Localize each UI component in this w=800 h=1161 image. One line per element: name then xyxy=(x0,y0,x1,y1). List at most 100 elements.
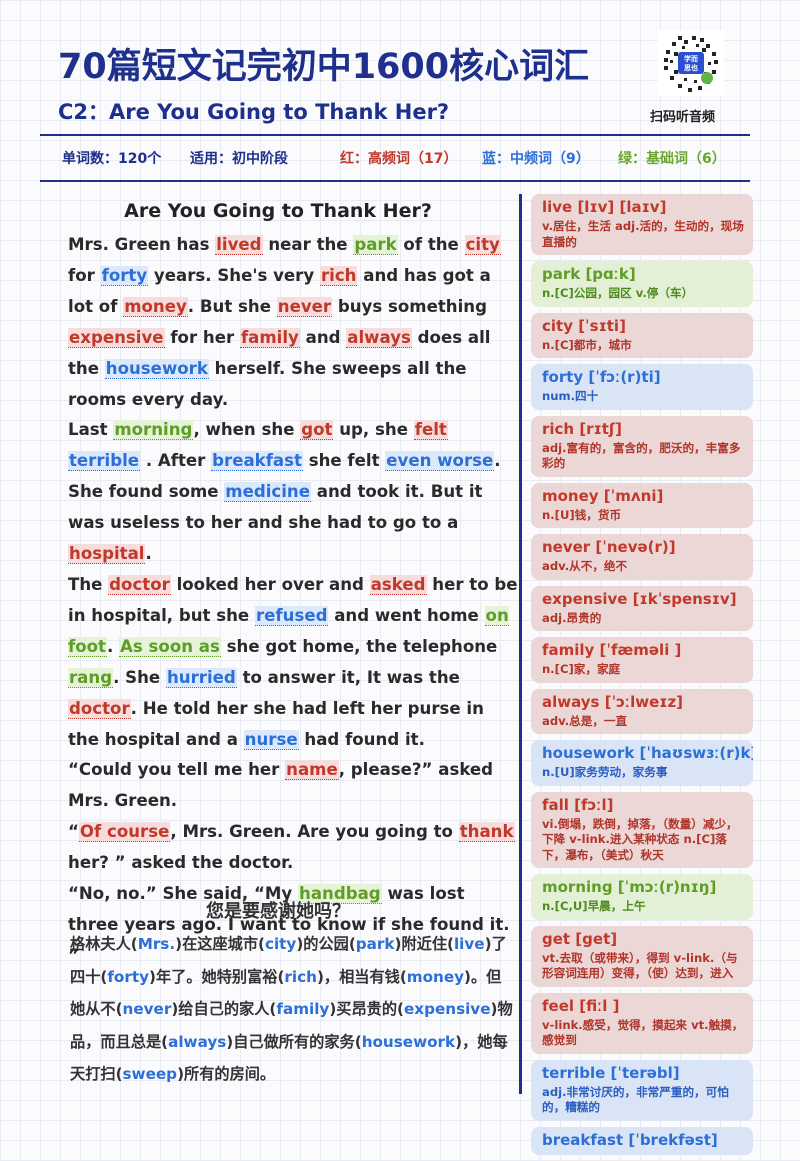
highlighted-word[interactable]: handbag xyxy=(298,884,382,905)
translation-text: 格林夫人(Mrs.)在这座城市(city)的公园(park)附近住(live)了… xyxy=(52,928,514,1091)
story-text: Mrs. Green has lived near the park of th… xyxy=(48,230,518,972)
highlighted-word[interactable]: Of course xyxy=(78,822,171,843)
vocab-word: morning [ˈmɔː(r)nɪŋ] xyxy=(542,878,717,896)
highlighted-word[interactable]: doctor xyxy=(108,574,171,595)
translation-run: )在这座城市( xyxy=(175,935,265,953)
vocab-card[interactable]: expensive [ɪkˈspensɪv] adj.昂贵的 xyxy=(531,585,753,631)
vocab-card[interactable]: money [ˈmʌni] n.[U]钱，货币 xyxy=(531,482,753,528)
vocab-card[interactable]: morning [ˈmɔː(r)nɪŋ] n.[C,U]早晨，上午 xyxy=(531,874,753,920)
story-text-run: “ xyxy=(68,822,79,842)
highlighted-word[interactable]: morning xyxy=(113,420,194,441)
qr-caption: 扫码听音频 xyxy=(650,110,716,125)
translation-run: )自己做所有的家务( xyxy=(226,1032,362,1051)
lesson-subtitle: C2：Are You Going to Thank Her? xyxy=(58,100,450,124)
vocab-card[interactable]: terrible [ˈterəbl] adj.非常讨厌的，非常严重的，可怕的，糟糕… xyxy=(531,1059,753,1121)
vocab-definition: n.[C]公园，园区 v.停（车） xyxy=(542,286,694,300)
story-paragraph: “Could you tell me her name, please?” as… xyxy=(48,755,518,817)
highlighted-word[interactable]: park xyxy=(353,235,398,255)
highlighted-word[interactable]: got xyxy=(300,420,334,441)
vocab-card[interactable]: always [ˈɔːlweɪz] adv.总是，一直 xyxy=(531,688,753,734)
highlighted-word[interactable]: felt xyxy=(413,420,448,441)
story-text-run: . xyxy=(106,636,120,656)
story-paragraph: The doctor looked her over and asked her… xyxy=(48,570,518,755)
highlighted-word[interactable]: asked xyxy=(369,574,427,595)
translation-run: )的公园( xyxy=(296,935,356,953)
legend-blue: 蓝：中频词（9） xyxy=(482,151,590,167)
vocab-card[interactable]: park [pɑːk] n.[C]公园，园区 v.停（车） xyxy=(531,261,753,307)
highlighted-word[interactable]: lived xyxy=(215,235,263,255)
highlighted-word[interactable]: refused xyxy=(254,605,329,626)
highlighted-word[interactable]: As soon as xyxy=(119,636,221,657)
page-title: 70篇短文记完初中1600核心词汇 xyxy=(58,47,590,87)
vocab-word: live [lɪv] [laɪv] xyxy=(542,198,667,216)
english-gloss: rich xyxy=(284,967,317,986)
highlighted-word[interactable]: terrible xyxy=(68,451,141,472)
qr-code-icon[interactable]: 学而 思也 xyxy=(658,30,724,96)
vocab-card[interactable]: city [ˈsɪti] n.[C]都市，城市 xyxy=(531,312,753,358)
story-text-run: years. She's very xyxy=(148,265,320,285)
vocab-card[interactable]: live [lɪv] [laɪv] v.居住，生活 adj.活的，生动的，现场直播… xyxy=(531,194,753,255)
story-title: Are You Going to Thank Her? xyxy=(124,200,432,222)
vocab-definition: v.居住，生活 adj.活的，生动的，现场直播的 xyxy=(542,219,744,249)
english-gloss: housework xyxy=(361,1032,456,1051)
vocab-word: get [get] xyxy=(542,929,618,948)
highlighted-word[interactable]: thank xyxy=(458,822,515,843)
english-gloss: live xyxy=(453,935,485,953)
vocab-card[interactable]: family [ˈfæməli ] n.[C]家，家庭 xyxy=(531,637,753,683)
highlighted-word[interactable]: forty xyxy=(100,265,149,286)
story-text-run: , please?” asked Mrs. Green. xyxy=(68,760,494,811)
story-text-run: Last xyxy=(68,420,114,440)
highlighted-word[interactable]: money xyxy=(123,296,188,317)
highlighted-word[interactable]: never xyxy=(276,296,333,317)
vocab-definition: v-link.感受，觉得，摸起来 vt.触摸，感觉到 xyxy=(542,1017,744,1048)
highlighted-word[interactable]: expensive xyxy=(68,327,165,348)
translation-run: )。但她从不( xyxy=(70,967,502,1019)
translation-run: 格林夫人( xyxy=(70,935,138,953)
story-text-run: she got home, the telephone xyxy=(220,636,498,656)
story-text-run: her to be in hospital, but she xyxy=(68,574,518,625)
english-gloss: park xyxy=(355,935,395,953)
highlighted-word[interactable]: hurried xyxy=(165,667,237,688)
highlighted-word[interactable]: rang xyxy=(68,667,114,688)
highlighted-word[interactable]: always xyxy=(346,327,412,348)
translation-run: )给自己的家人( xyxy=(171,1000,277,1019)
story-text-run: to answer it, It was the xyxy=(236,667,460,687)
vocab-definition: n.[C]家，家庭 xyxy=(542,662,621,676)
story-text-run: of the xyxy=(397,235,465,254)
english-gloss: money xyxy=(406,967,465,986)
vocab-card[interactable]: never [ˈnevə(r)] adv.从不，绝不 xyxy=(531,534,753,580)
highlighted-word[interactable]: name xyxy=(285,760,339,781)
vocab-definition: adv.从不，绝不 xyxy=(542,559,628,573)
story-text-run: . He told her she had left her purse in … xyxy=(68,698,484,749)
highlighted-word[interactable]: nurse xyxy=(243,729,299,750)
highlighted-word[interactable]: even worse xyxy=(385,451,495,472)
story-text-run: for her xyxy=(164,327,240,347)
vocab-word: forty [ˈfɔː(r)ti] xyxy=(542,368,661,386)
vocab-card[interactable]: get [get] vt.去取（或带来），得到 v-link.（与形容词连用）变得… xyxy=(531,925,753,987)
vocab-word: money [ˈmʌni] xyxy=(542,486,664,505)
highlighted-word[interactable]: doctor xyxy=(68,698,131,719)
highlighted-word[interactable]: hospital xyxy=(68,544,146,565)
word-count: 单词数：120个 xyxy=(62,151,162,167)
vocab-card[interactable]: forty [ˈfɔː(r)ti] num.四十 xyxy=(531,364,753,410)
vocab-card[interactable]: housework [ˈhaʊswɜː(r)k] n.[U]家务劳动，家务事 xyxy=(531,740,753,786)
english-gloss: sweep xyxy=(122,1065,178,1084)
translation-run: )物品，而且总是( xyxy=(70,1000,513,1051)
highlighted-word[interactable]: rich xyxy=(319,265,358,286)
translation-run: )，相当有钱( xyxy=(316,967,407,986)
story-text-run: looked her over and xyxy=(170,574,370,594)
vocab-card[interactable]: rich [rɪtʃ] adj.富有的，富含的，肥沃的，丰富多彩的 xyxy=(531,415,753,477)
story-text-run: was lost three years ago. I want to know… xyxy=(68,884,510,965)
vocab-card[interactable]: feel [fiːl ] v-link.感受，觉得，摸起来 vt.触摸，感觉到 xyxy=(531,992,753,1054)
highlighted-word[interactable]: breakfast xyxy=(211,451,303,472)
highlighted-word[interactable]: family xyxy=(239,327,300,348)
vocab-card[interactable]: breakfast [ˈbrekfəst] xyxy=(531,1126,753,1155)
highlighted-word[interactable]: medicine xyxy=(224,482,311,503)
vocab-card[interactable]: fall [fɔːl] vi.倒塌，跌倒，掉落，（数量）减少，下降 v-link.… xyxy=(531,791,753,868)
story-text-run: near the xyxy=(262,235,354,254)
highlighted-word[interactable]: city xyxy=(464,235,501,255)
english-gloss: family xyxy=(276,1000,330,1019)
story-text-run: and went home xyxy=(328,605,485,625)
vocab-word: park [pɑːk] xyxy=(542,265,636,283)
highlighted-word[interactable]: housework xyxy=(104,358,209,379)
